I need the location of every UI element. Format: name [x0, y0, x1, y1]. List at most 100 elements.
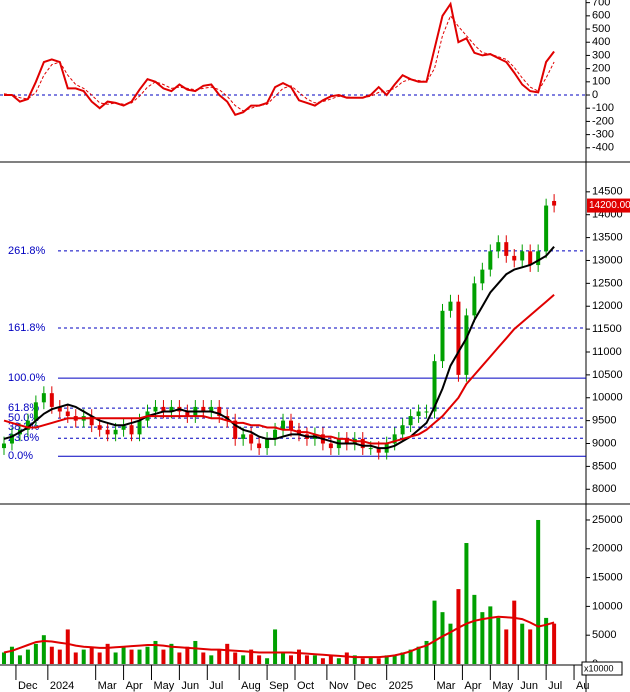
candle-body — [25, 420, 30, 430]
candle-body — [241, 434, 246, 439]
y-tick-label: 12000 — [592, 300, 623, 312]
candle-body — [360, 438, 365, 449]
y-tick-label: 11000 — [592, 346, 622, 358]
candle-body — [368, 448, 373, 450]
x-tick-label: Sep — [269, 680, 289, 692]
candle-body — [504, 242, 509, 256]
volume-bar — [9, 646, 14, 664]
y-tick-label: 500 — [592, 23, 610, 35]
candle-body — [400, 425, 405, 435]
volume-bar — [368, 657, 373, 664]
candle-body — [113, 429, 118, 435]
volume-bar — [320, 658, 325, 664]
candle-body — [273, 429, 278, 439]
candle-body — [520, 251, 525, 261]
y-tick-label: 8500 — [592, 460, 616, 472]
volume-bar — [233, 652, 238, 664]
volume-bar — [81, 649, 86, 664]
volume-bar — [384, 655, 389, 664]
y-tick-label: 13500 — [592, 231, 623, 243]
x-tick-label: Dec — [18, 680, 38, 692]
y-tick-label: 300 — [592, 49, 610, 61]
x-tick-label: Jun — [520, 680, 538, 692]
candle-body — [376, 448, 381, 453]
candle-body — [89, 416, 94, 426]
volume-bar — [440, 612, 445, 664]
volume-bar — [129, 649, 134, 664]
candle-body — [472, 283, 477, 316]
volume-bar — [217, 649, 222, 664]
candle-body — [257, 443, 262, 449]
volume-bar — [161, 649, 166, 664]
volume-bar — [1, 652, 6, 664]
y-tick-label: 8000 — [592, 483, 616, 495]
volume-bar — [544, 617, 549, 664]
volume-bar — [113, 652, 118, 664]
volume-bar — [169, 643, 174, 664]
fib-label: 50.0% — [8, 412, 39, 424]
y-tick-label: 600 — [592, 10, 610, 22]
volume-bar — [193, 640, 198, 664]
candle-body — [1, 443, 6, 449]
volume-bar — [257, 655, 262, 664]
last-price-label: 14200.00 — [589, 200, 630, 211]
fib-label: 161.8% — [8, 322, 46, 334]
volume-bar — [392, 655, 397, 664]
candle-body — [344, 438, 349, 444]
y-tick-label: 100 — [592, 76, 610, 88]
volume-bar — [520, 623, 525, 664]
moving-average — [3, 294, 555, 445]
volume-bar — [241, 655, 246, 664]
volume-bar — [289, 655, 294, 664]
volume-bar — [480, 612, 485, 664]
volume-bar — [153, 640, 158, 664]
candle-body — [41, 393, 46, 403]
y-tick-label: 10000 — [592, 392, 623, 404]
unit-box — [581, 661, 623, 676]
candle-body — [544, 205, 549, 252]
candle-body — [536, 251, 541, 266]
x-tick-label: Mar — [437, 680, 456, 692]
x-tick-label: Jul — [209, 680, 223, 692]
candle-body — [57, 406, 62, 412]
volume-bar — [281, 652, 286, 664]
volume-bar — [472, 594, 477, 664]
candle-body — [528, 251, 533, 266]
y-tick-label: -200 — [592, 115, 614, 127]
x-tick-label: May — [492, 680, 513, 692]
volume-bar — [17, 655, 22, 664]
y-tick-label: 0 — [592, 89, 598, 101]
volume-bar — [464, 543, 469, 664]
candle-body — [209, 406, 214, 412]
volume-bar — [496, 617, 501, 664]
x-tick-label: Dec — [357, 680, 377, 692]
candle-body — [201, 406, 206, 412]
volume-bar — [504, 629, 509, 664]
y-tick-label: 200 — [592, 63, 610, 75]
candle-body — [512, 255, 517, 261]
volume-bar — [73, 652, 78, 664]
volume-bar — [400, 652, 405, 664]
candle-body — [448, 301, 453, 311]
volume-bar — [57, 649, 62, 664]
y-tick-label: -400 — [592, 142, 614, 154]
y-tick-label: -100 — [592, 102, 614, 114]
y-tick-label: 9000 — [592, 437, 616, 449]
y-tick-label: 13000 — [592, 254, 623, 266]
candle-body — [105, 429, 110, 435]
last-price-box — [587, 198, 630, 213]
volume-bar — [312, 655, 317, 664]
candle-body — [185, 411, 190, 417]
volume-bar — [512, 600, 517, 664]
volume-bar — [25, 649, 30, 664]
x-tick-label: Mar — [98, 680, 117, 692]
candle-body — [408, 416, 413, 426]
volume-bar — [336, 658, 341, 664]
volume-bar — [185, 646, 190, 664]
y-tick-label: 400 — [592, 36, 610, 48]
candle-body — [480, 269, 485, 284]
candle-body — [233, 420, 238, 439]
x-tick-label: 2024 — [50, 680, 74, 692]
